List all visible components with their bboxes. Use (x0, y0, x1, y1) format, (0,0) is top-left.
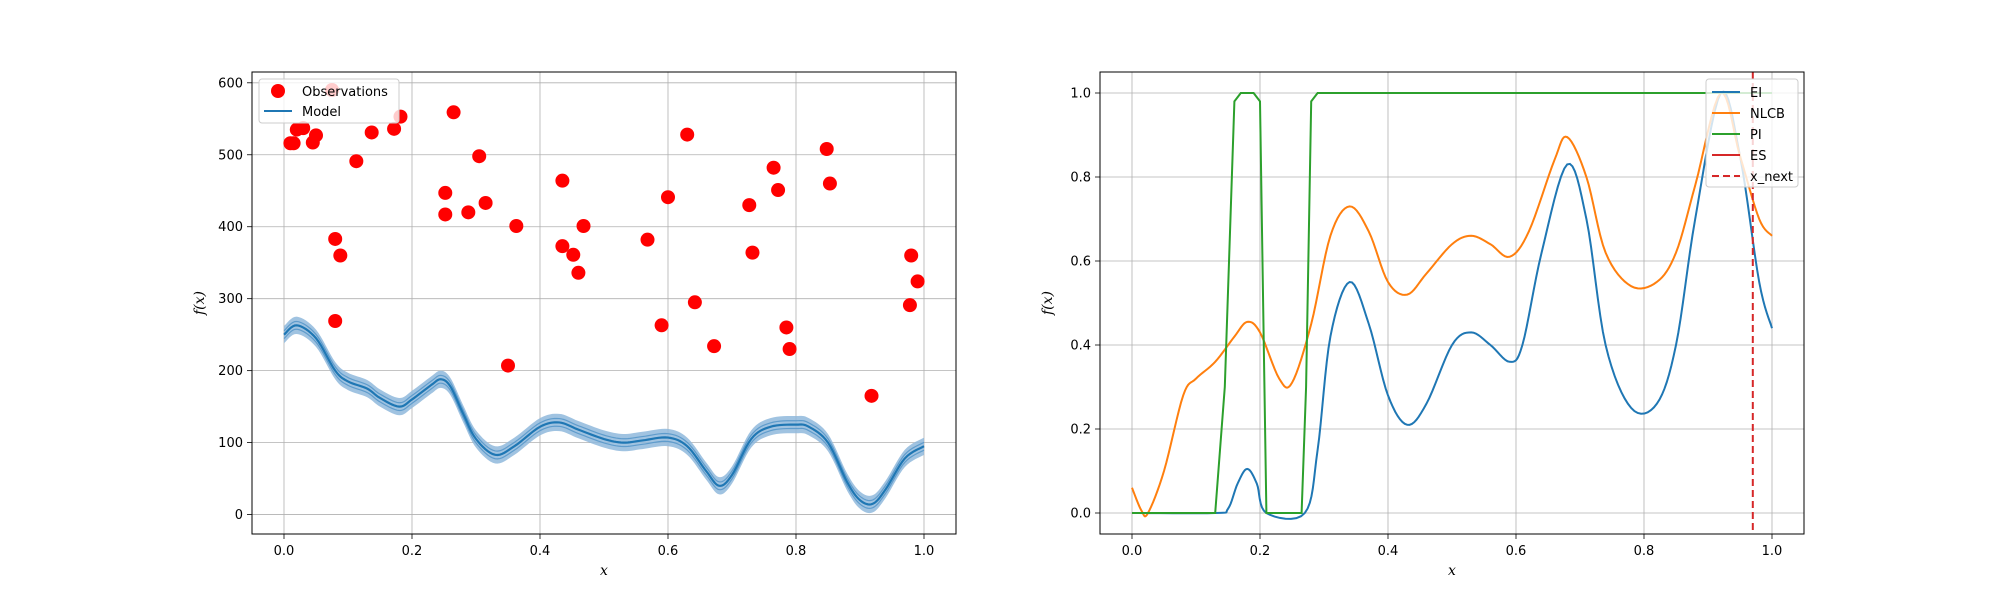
right-ytick-label: 0.6 (1070, 255, 1091, 270)
right-xtick-label: 0.6 (1506, 544, 1527, 559)
observation-point (819, 142, 834, 156)
acquisition-functions-plot: 0.0 0.2 0.4 0.6 0.8 1.0 0.0 0.2 0.4 0.6 0.8 1.0 x f(x… (1040, 71, 1805, 579)
model-mean-line (283, 324, 925, 506)
observation-point (766, 160, 781, 175)
right-legend: EI NLCB PI ES x_next (1705, 78, 1799, 188)
observation-point (333, 248, 348, 263)
observation-point (902, 298, 917, 313)
legend-observations-label: Observations (302, 85, 388, 100)
observation-point (555, 173, 570, 188)
left-ytick-label: 300 (218, 292, 243, 307)
observation-point (387, 121, 402, 136)
observation-point (438, 207, 453, 222)
observation-point (509, 219, 524, 233)
right-xtick-label: 0.2 (1250, 544, 1271, 559)
observation-point (571, 265, 586, 280)
legend-box (1705, 78, 1799, 188)
observation-point (779, 320, 794, 335)
observation-point (555, 239, 570, 254)
right-xtick-label: 0.0 (1122, 544, 1143, 559)
left-ytick-label: 500 (218, 148, 243, 163)
observation-point (478, 195, 493, 210)
model-confidence-band (284, 316, 924, 514)
observation-point (661, 190, 675, 205)
left-xtick-label: 0.6 (658, 544, 679, 559)
observation-point (654, 318, 669, 333)
left-xtick-label: 0.4 (530, 544, 551, 559)
series-nlcb-line (1131, 91, 1773, 518)
right-frame (1099, 71, 1805, 535)
left-frame (251, 71, 957, 535)
observation-point (309, 128, 323, 143)
left-legend: Observations Model (258, 78, 400, 124)
observation-point (296, 121, 311, 136)
legend-pi-label: PI (1750, 128, 1762, 143)
observation-point (687, 295, 702, 310)
observations-model-plot: 0.0 0.2 0.4 0.6 0.8 1.0 0 100 200 300 400 500 600 x f(… (192, 71, 957, 579)
observation-point (822, 176, 837, 191)
left-xtick-label: 1.0 (914, 544, 935, 559)
observation-point (472, 149, 487, 164)
right-ytick-label: 0.4 (1070, 339, 1091, 354)
legend-es-label: ES (1750, 149, 1766, 164)
left-xtick-label: 0.0 (274, 544, 295, 559)
legend-nlcb-label: NLCB (1750, 107, 1785, 122)
left-ytick-label: 400 (218, 220, 243, 235)
left-xtick-label: 0.2 (402, 544, 423, 559)
observation-point (576, 219, 591, 233)
observation-point (328, 313, 343, 328)
observation-point (782, 342, 797, 357)
observation-point (904, 248, 919, 263)
left-ytick-label: 600 (218, 76, 243, 91)
observation-point (438, 185, 453, 200)
legend-box (258, 78, 400, 124)
model-band-inner-upper (283, 320, 925, 502)
observation-point (680, 127, 695, 142)
observation-point (771, 183, 786, 198)
observation-point (461, 205, 476, 220)
legend-observations-marker (271, 84, 285, 98)
right-xtick-label: 0.4 (1378, 544, 1399, 559)
observation-point (566, 247, 581, 262)
observation-point (707, 339, 722, 354)
right-xlabel: x (1448, 563, 1456, 579)
model-band-inner-lower (283, 328, 925, 509)
left-ytick-label: 100 (218, 436, 243, 451)
right-ytick-label: 0.0 (1070, 507, 1091, 522)
left-xlabel: x (600, 563, 608, 579)
left-ytick-label: 200 (218, 364, 243, 379)
legend-model-label: Model (302, 105, 341, 120)
left-ytick-label: 0 (235, 508, 243, 523)
observation-point (328, 231, 343, 246)
legend-x-next-label: x_next (1750, 170, 1793, 185)
right-ylabel: f(x) (1040, 291, 1056, 316)
legend-ei-label: EI (1750, 86, 1762, 101)
right-xtick-label: 0.8 (1634, 544, 1655, 559)
observation-point (446, 105, 461, 120)
observation-point (286, 136, 301, 151)
left-xtick-label: 0.8 (786, 544, 807, 559)
observation-point (349, 154, 364, 169)
observation-point (501, 358, 515, 373)
right-ytick-label: 1.0 (1070, 87, 1091, 102)
right-xtick-label: 1.0 (1762, 544, 1783, 559)
right-ytick-label: 0.2 (1070, 423, 1091, 438)
left-ylabel: f(x) (192, 291, 208, 316)
observation-point (742, 198, 757, 213)
observation-point (364, 125, 379, 140)
right-ytick-label: 0.8 (1070, 171, 1091, 186)
observation-point (864, 388, 879, 403)
observation-point (745, 245, 760, 260)
series-ei-line (1131, 90, 1773, 520)
observation-point (640, 232, 655, 247)
observation-point (910, 274, 925, 289)
series-pi-line (1132, 92, 1772, 514)
